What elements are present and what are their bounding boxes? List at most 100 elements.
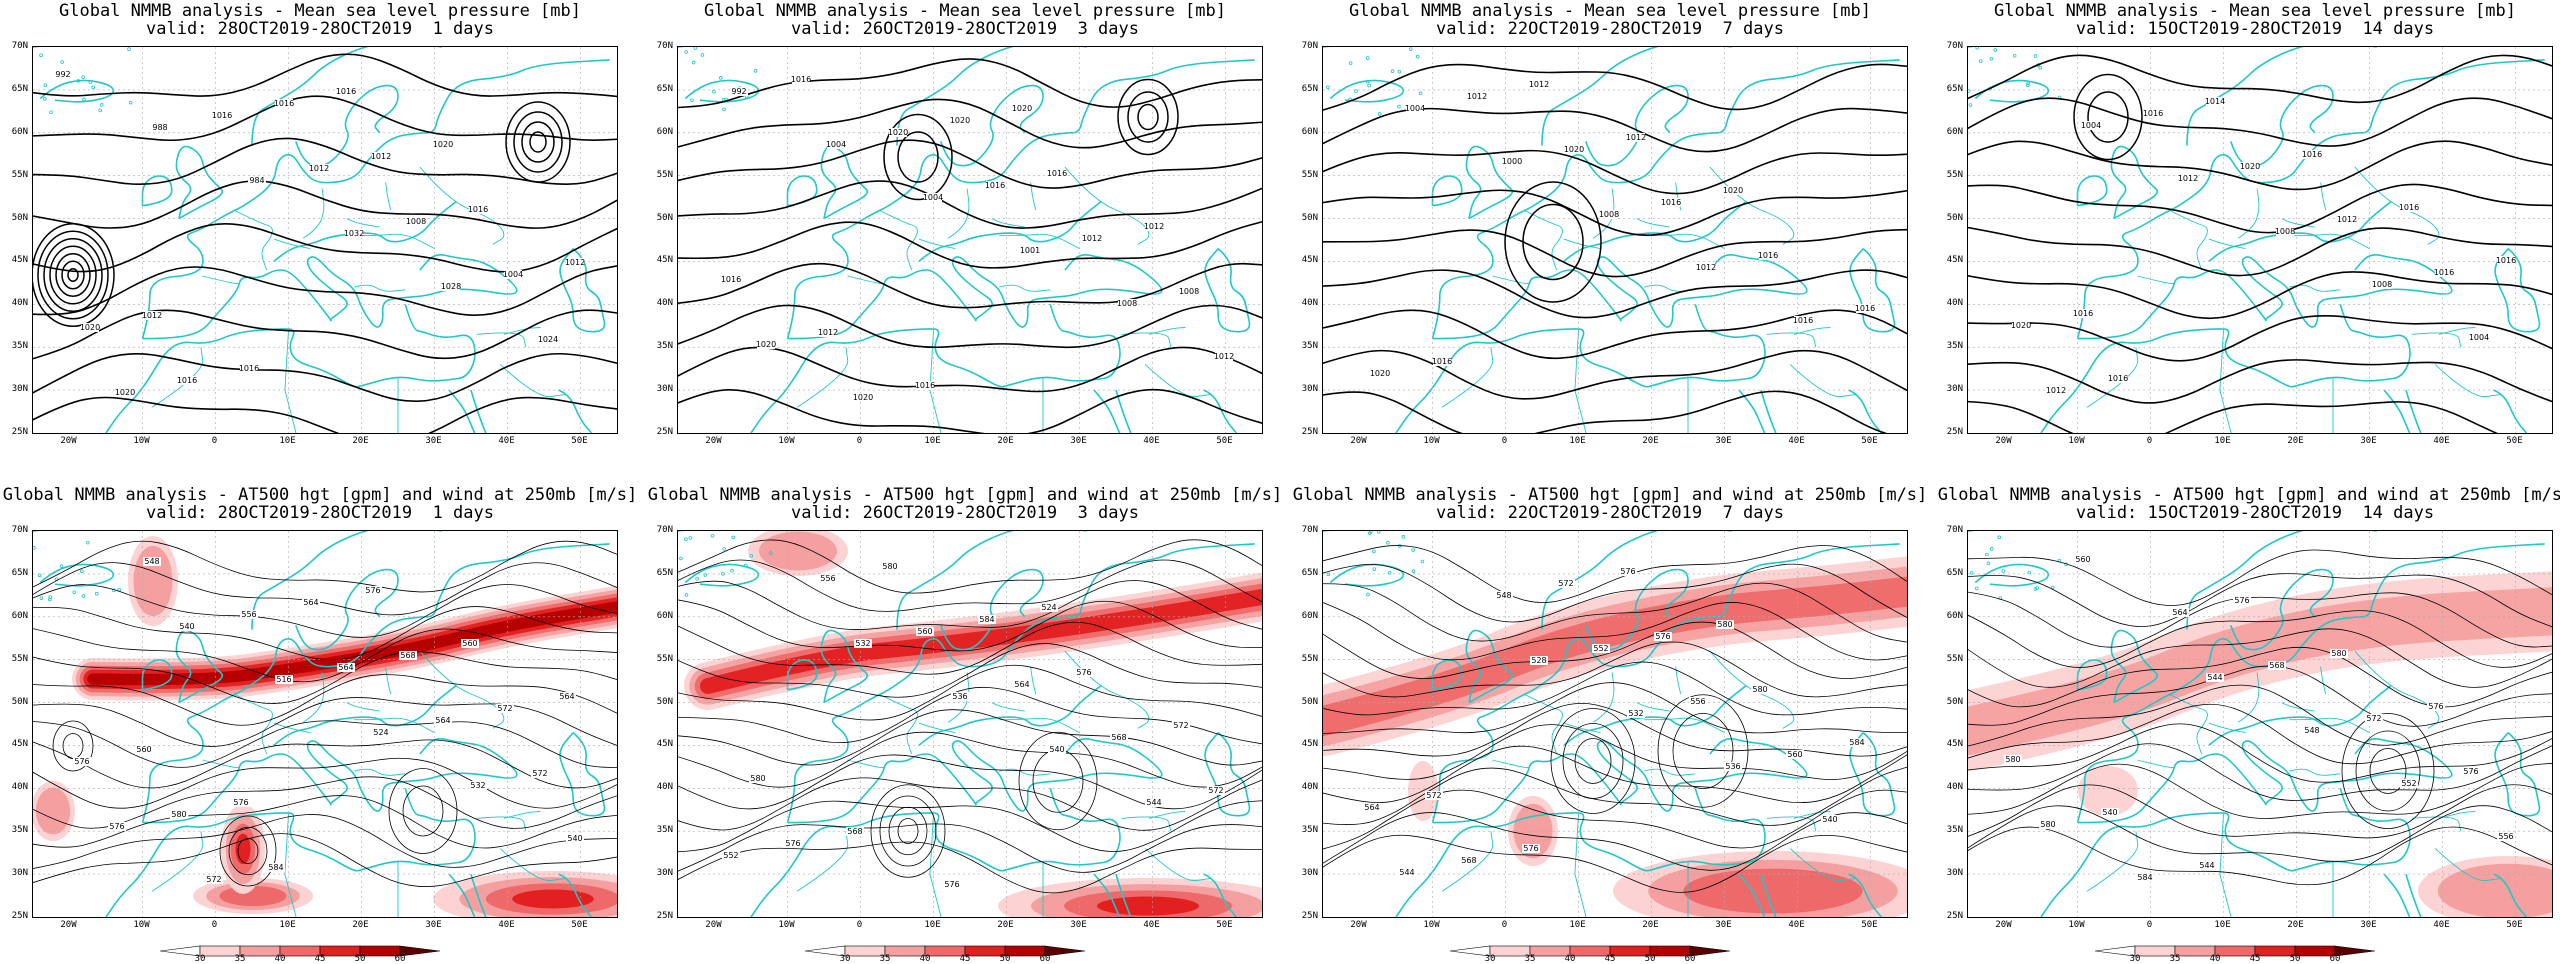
isoline — [1968, 573, 2552, 628]
longitude-label: 10W — [2068, 920, 2085, 930]
contour-label-bg — [2179, 174, 2197, 183]
contour-label: 1008 — [1117, 299, 1137, 308]
panel-valid-date: valid: 22OCT2019-28OCT2019 7 days — [1436, 503, 1784, 523]
contour-label: 1016 — [791, 75, 811, 84]
latitude-label: 65N — [656, 83, 673, 94]
isoline — [33, 739, 617, 789]
country-border — [302, 188, 325, 239]
isoline — [678, 139, 1262, 189]
closed-isoline — [388, 768, 458, 854]
coastline — [1563, 684, 1747, 747]
island — [1420, 559, 1425, 564]
isoline — [1968, 610, 2552, 668]
coastline — [295, 568, 399, 651]
panel-mslp-7: Global NMMB analysis - Mean sea level pr… — [1290, 0, 1930, 480]
isoline — [1323, 349, 1907, 400]
contour-label-bg — [1565, 145, 1583, 154]
coastline — [684, 563, 760, 587]
contour-label-bg — [2338, 215, 2356, 224]
contour-label-bg — [2400, 203, 2418, 212]
contour-label: 576 — [2428, 702, 2443, 711]
isoline — [33, 606, 617, 661]
longitude-label: 10E — [924, 920, 941, 930]
coastline — [141, 543, 610, 823]
contour-label: 1016 — [915, 381, 935, 390]
coastline — [1329, 79, 1405, 103]
coastline — [2208, 684, 2392, 747]
contour-label-bg — [275, 99, 293, 108]
contour-label-bg — [2303, 150, 2321, 159]
coastline — [1115, 389, 1132, 433]
coastline — [558, 873, 593, 917]
panel-valid-date: valid: 15OCT2019-28OCT2019 14 days — [2075, 19, 2435, 39]
contour-label-bg — [1048, 169, 1066, 178]
isoline — [1968, 743, 2552, 801]
longitude-label: 20W — [1350, 436, 1367, 446]
country-border — [2434, 364, 2501, 397]
island — [743, 563, 748, 568]
country-border — [999, 284, 1051, 292]
latitude-label: 35N — [656, 341, 673, 352]
map-canvas: 1004 1012 1008 1008 1004 1012 1016 1020 1012 1016… — [1968, 47, 2552, 433]
island — [2026, 81, 2030, 86]
island — [1411, 569, 1416, 573]
colorbar-tick-label: 35 — [879, 954, 891, 964]
contour-label: 1012 — [1529, 80, 1549, 89]
contour-label: 552 — [1593, 644, 1608, 653]
colorbar-tick-label: 30 — [2129, 954, 2141, 964]
colorbar-swatch — [1044, 945, 1086, 957]
country-border — [796, 347, 849, 408]
country-border — [999, 233, 1080, 249]
colorbar-swatch — [2334, 945, 2376, 957]
contour-label-bg — [1398, 868, 1416, 877]
isoline — [1323, 682, 1907, 734]
isoline — [33, 265, 617, 316]
contour-label-bg — [2365, 714, 2383, 723]
isoline — [33, 180, 617, 229]
isoline — [678, 539, 1262, 594]
contour-label-bg — [1110, 733, 1128, 742]
latitude-label: 35N — [1301, 341, 1318, 352]
coastline — [1760, 389, 1777, 433]
panel-z500-14: Global NMMB analysis - AT500 hgt [gpm] a… — [1935, 484, 2560, 964]
latitude-label: 30N — [1946, 384, 1963, 395]
coastline — [251, 47, 442, 146]
isoline — [678, 686, 1262, 745]
country-border — [302, 672, 325, 723]
isoline — [1323, 228, 1907, 278]
contour-label: 1016 — [2302, 150, 2322, 159]
country-border — [1789, 364, 1856, 397]
closed-isoline — [883, 113, 953, 201]
country-border — [1492, 759, 1529, 769]
closed-isoline — [888, 806, 928, 856]
latitude-label: 25N — [1946, 911, 1963, 921]
contour-label-bg — [2268, 661, 2286, 670]
island — [43, 83, 48, 87]
longitude-label: 20E — [352, 436, 369, 446]
island — [693, 47, 698, 50]
country-border — [918, 722, 956, 734]
contour-label: 1016 — [336, 87, 356, 96]
longitude-label: 50E — [1216, 436, 1233, 446]
contour-label-bg — [1592, 644, 1610, 653]
country-border — [929, 389, 942, 433]
coastline — [786, 659, 818, 691]
coastline — [2077, 254, 2453, 340]
coastline — [1431, 659, 1463, 691]
longitude-label: 50E — [1861, 920, 1878, 930]
coastline — [786, 175, 818, 207]
island — [80, 569, 84, 573]
coastline — [1204, 731, 1251, 817]
contour-label: 1032 — [344, 229, 364, 238]
contour-label: 576 — [109, 822, 124, 831]
country-border — [2086, 347, 2139, 408]
map-canvas: 544 548 552 556 560 564 568 572 576 580 584 576 580 5… — [1968, 531, 2552, 917]
colorbar-tick-label: 30 — [1484, 954, 1496, 964]
contour-label-bg — [2039, 820, 2057, 829]
contour-label-bg — [2330, 649, 2348, 658]
colorbar-tick-label: 35 — [234, 954, 246, 964]
contour-label-bg — [178, 376, 196, 385]
contour-label: 1016 — [274, 99, 294, 108]
island — [127, 47, 131, 51]
contour-label: 556 — [1690, 697, 1705, 706]
